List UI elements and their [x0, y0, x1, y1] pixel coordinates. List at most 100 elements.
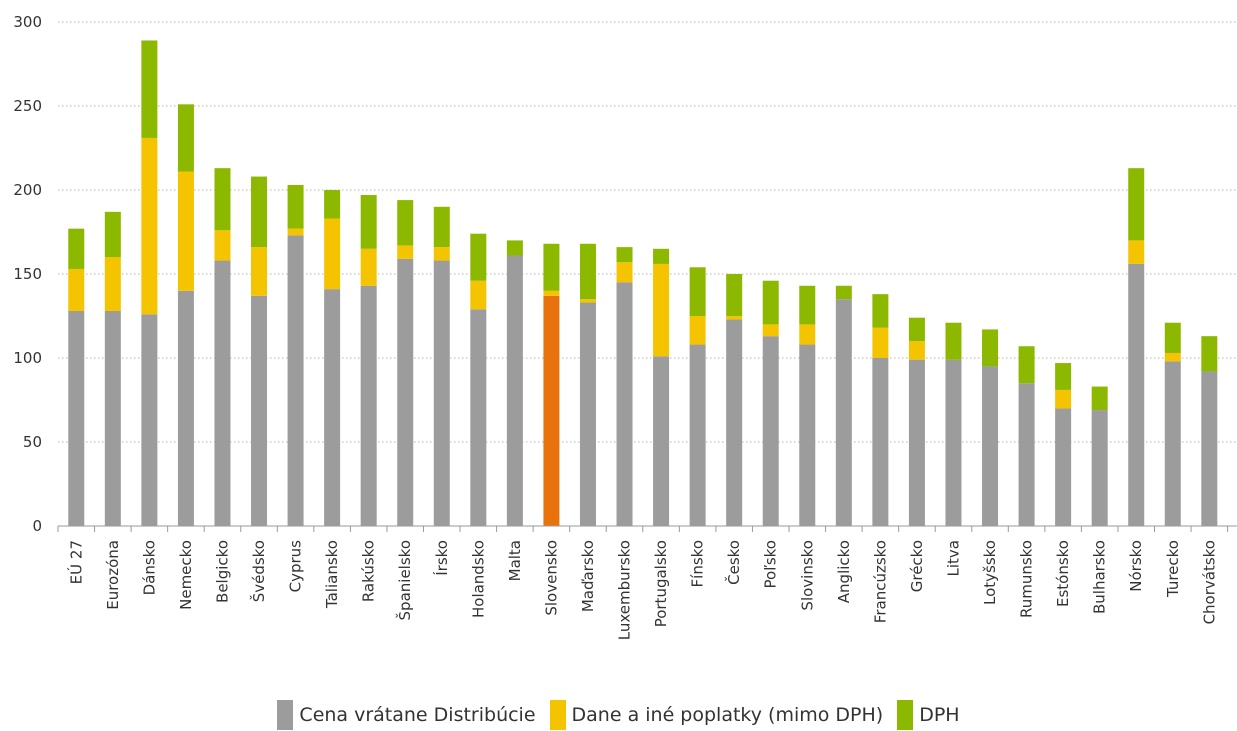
bar-segment-dane [360, 248, 377, 286]
bar-segment-cena [1018, 383, 1035, 526]
bar-segment-cena [872, 358, 889, 526]
bar-segment-cena [835, 299, 852, 526]
x-tick-label: Írsko [432, 540, 451, 576]
y-tick-label: 200 [13, 181, 42, 199]
bar-segment-cena [726, 319, 743, 526]
legend-swatch-dph [897, 700, 914, 730]
bar-segment-dph [433, 206, 450, 248]
bar-stack [543, 243, 560, 526]
x-tick-label: Nórsko [1127, 540, 1145, 592]
x-tick-label: Poľsko [762, 540, 780, 588]
bar-stack [1201, 336, 1218, 526]
bar-segment-dph [1164, 322, 1181, 353]
bar-segment-cena [762, 336, 779, 526]
bar-segment-dane [1164, 352, 1181, 362]
x-tick-label: Slovinsko [798, 540, 816, 611]
bar-segment-dane [543, 290, 560, 296]
y-tick-label: 250 [13, 97, 42, 115]
bar-segment-dane [324, 218, 341, 290]
y-tick-label: 100 [13, 349, 42, 367]
bar-segment-cena [141, 314, 158, 526]
bar-stack [799, 285, 816, 526]
bar-segment-dph [653, 248, 670, 264]
bar-segment-cena [1055, 408, 1072, 526]
bar-segment-cena [214, 260, 231, 526]
bar-segment-cena [653, 356, 670, 526]
bar-segment-dane [653, 263, 670, 357]
bar-segment-cena [397, 258, 414, 526]
bar-segment-cena [579, 302, 596, 526]
bar-segment-dph [251, 176, 268, 248]
x-tick-label: Taliansko [323, 540, 341, 609]
legend-swatch-cena [277, 700, 294, 730]
y-tick-label: 300 [13, 13, 42, 31]
bar-segment-dph [945, 322, 962, 360]
stacked-bar-chart: 0 50 100 150 200 250 300 EÚ 27 Eurozóna Dánsko Ne… [13, 13, 1237, 699]
x-tick-label: Maďarsko [579, 540, 597, 612]
bar-segment-dph [543, 243, 560, 291]
legend: Cena vrátane Distribúcie Dane a iné popl… [0, 700, 1237, 730]
bar-stack [945, 322, 962, 526]
bar-stack [324, 190, 341, 526]
bar-segment-dane [141, 137, 158, 315]
x-tick-label: Francúzsko [871, 540, 889, 623]
bar-stack [1091, 386, 1108, 526]
bar-stack [141, 40, 158, 526]
legend-label-cena: Cena vrátane Distribúcie [299, 704, 536, 726]
x-tick-label: Chorvátsko [1200, 540, 1218, 624]
y-tick-label: 0 [32, 517, 42, 535]
x-tick-label: Estónsko [1054, 540, 1072, 607]
x-tick-label: Fínsko [689, 540, 707, 587]
bar-segment-dph [470, 233, 487, 281]
bar-segment-dph [835, 285, 852, 300]
bar-stack [287, 184, 304, 527]
x-tick-label: Rakúsko [360, 540, 378, 602]
bar-stack [177, 104, 194, 526]
x-tick-label: Nemecko [177, 540, 195, 610]
x-tick-label: Cyprus [287, 540, 305, 593]
bar-stack [908, 317, 925, 526]
bar-segment-dane [872, 327, 889, 358]
bar-segment-dane [68, 268, 85, 311]
bar-segment-dane [1128, 240, 1145, 264]
x-tick-label: Lotyšsko [981, 540, 999, 605]
bar-segment-dph [689, 267, 706, 316]
bar-segment-dane [689, 316, 706, 345]
bar-segment-cena [1091, 410, 1108, 526]
bar-segment-dane [1055, 389, 1072, 409]
bar-segment-dane [726, 316, 743, 320]
bar-stack [214, 168, 231, 526]
bar-segment-cena [470, 309, 487, 526]
bar-segment-cena [982, 366, 999, 526]
x-tick-label: Anglicko [835, 540, 853, 603]
bar-segment-dane [762, 324, 779, 337]
bar-segment-dane [616, 262, 633, 283]
bar-segment-dph [908, 317, 925, 342]
bar-stack [1164, 322, 1181, 526]
bar-segment-dane [214, 230, 231, 261]
bar-segment-dph [799, 285, 816, 325]
x-tick-label: Španielsko [395, 540, 414, 620]
x-tick-label: Dánsko [140, 540, 158, 595]
legend-swatch-dane [549, 700, 566, 730]
bars [68, 40, 1218, 527]
x-tick-label: Bulharsko [1091, 540, 1109, 614]
x-tick-label: Švédsko [249, 540, 268, 602]
bar-stack [397, 200, 414, 526]
bar-stack [726, 274, 743, 526]
bar-segment-cena [616, 282, 633, 526]
y-tick-label: 150 [13, 265, 42, 283]
bar-segment-cena [799, 344, 816, 526]
x-axis: EÚ 27 Eurozóna Dánsko Nemecko Belgicko Švédsk… [57, 526, 1237, 699]
bar-segment-dph [324, 190, 341, 219]
bar-stack [506, 240, 523, 526]
bar-segment-dph [287, 184, 304, 229]
bar-segment-dph [214, 168, 231, 231]
y-axis: 0 50 100 150 200 250 300 [13, 13, 42, 535]
bar-segment-dph [1018, 346, 1035, 384]
x-tick-label: Česko [724, 540, 743, 585]
x-tick-label: Litva [944, 540, 962, 576]
bar-segment-dane [251, 247, 268, 296]
x-tick-label: Slovensko [542, 540, 560, 616]
bar-segment-dane [470, 280, 487, 310]
